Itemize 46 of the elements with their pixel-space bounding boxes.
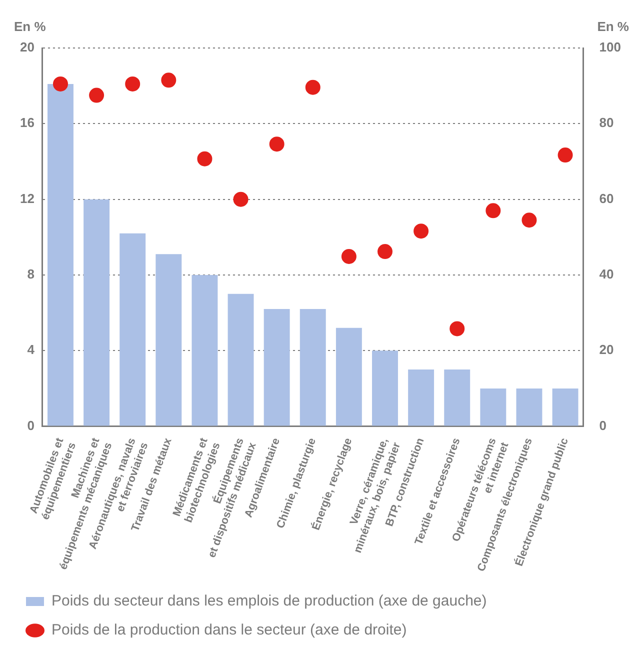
y2-tick-label: 60 <box>599 190 614 206</box>
point <box>269 136 284 152</box>
bar <box>264 309 290 426</box>
point <box>486 203 501 218</box>
point <box>522 212 537 228</box>
y-tick-label: 0 <box>27 418 34 433</box>
bar <box>372 350 398 426</box>
y-tick-label: 4 <box>27 342 36 358</box>
y2-tick-label: 100 <box>599 40 622 55</box>
bar <box>84 199 110 426</box>
point <box>52 76 68 92</box>
legend-label: Poids de la production dans le secteur (axe de droite) <box>52 622 407 639</box>
bar <box>408 370 434 426</box>
bar <box>336 328 362 426</box>
point <box>558 148 573 163</box>
y2-tick-label: 80 <box>599 115 614 130</box>
point <box>197 151 212 166</box>
y-tick-label: 16 <box>20 115 34 130</box>
point <box>89 88 104 103</box>
y-axis-title: En % <box>14 19 46 34</box>
y2-tick-label: 20 <box>599 342 614 358</box>
y2-axis-title: En % <box>597 19 630 34</box>
bar <box>444 370 470 426</box>
legend-label: Poids du secteur dans les emplois de production (axe de gauche) <box>52 592 487 610</box>
bar <box>480 388 506 426</box>
bar <box>300 309 326 426</box>
point <box>414 224 429 239</box>
y2-tick-label: 40 <box>599 266 614 282</box>
y-tick-label: 12 <box>20 190 34 206</box>
bar <box>156 254 182 426</box>
bar <box>120 233 146 426</box>
bar <box>228 294 254 426</box>
point <box>305 80 320 95</box>
point <box>233 192 248 207</box>
point <box>341 248 356 264</box>
y-tick-label: 20 <box>20 40 34 55</box>
y2-tick-label: 0 <box>599 418 607 433</box>
point <box>450 321 465 336</box>
bar <box>48 84 74 426</box>
y-tick-label: 8 <box>27 266 34 282</box>
bar <box>552 388 578 426</box>
point <box>125 76 140 92</box>
point <box>161 72 176 88</box>
bar <box>192 274 218 426</box>
point <box>378 244 392 260</box>
bar <box>516 388 542 426</box>
